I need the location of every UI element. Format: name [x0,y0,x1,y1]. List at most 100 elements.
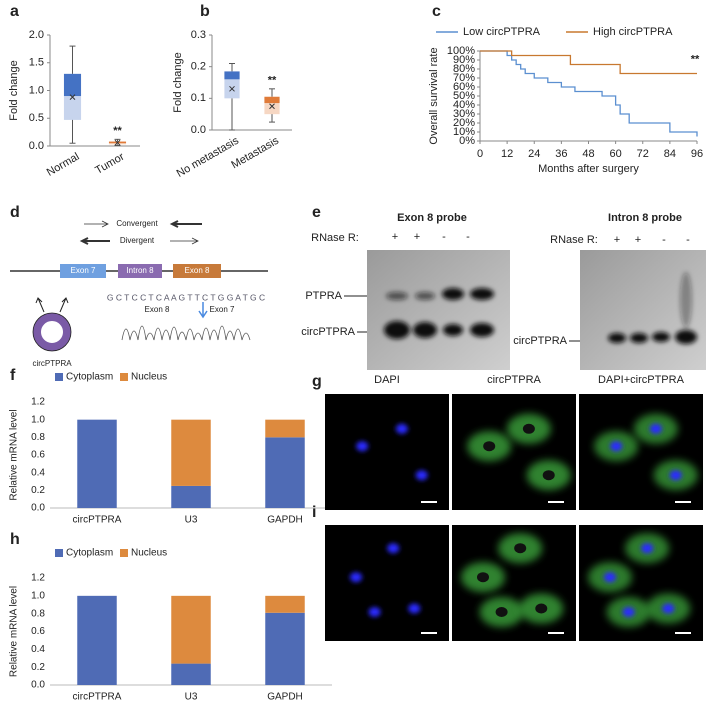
lane-sign: + [635,234,641,246]
primer-arrows [35,297,69,313]
y-tick-label: 60% [453,81,475,93]
panel-label: f [10,367,16,384]
x-tick-label: Normal [45,151,82,179]
y-tick-label: 10% [453,126,475,138]
panel-label: e [312,204,321,221]
mean-marker [114,139,121,146]
y-tick-label: 0.2 [31,485,45,496]
seq-label: Exon 8 [145,305,170,314]
x-tick-label: U3 [185,692,198,703]
primer-label: Convergent [116,219,158,228]
chromatogram [121,325,251,341]
y-axis-label: Overall survival rate [428,47,440,144]
y-tick-label: 0.5 [29,112,44,124]
y-tick-label: 0.2 [191,61,206,73]
legend-label: High circPTPRA [593,26,673,38]
nucleus [415,470,428,481]
box-lower [264,103,280,115]
blot-bands [384,272,697,344]
primer-arrows [10,220,268,272]
x-tick-label: circPTPRA [73,515,122,526]
nucleus-shadow [514,543,527,554]
junction-arrow [198,302,208,319]
x-tick-label: 0 [477,148,483,160]
x-tick-label: 72 [637,148,649,160]
y-tick-label: 0.4 [31,644,45,655]
x-tick-label: 84 [664,148,676,160]
bar-segment [171,485,211,508]
y-tick-label: 0.6 [31,450,45,461]
exon-label: Exon 7 [71,266,96,275]
y-tick-label: 50% [453,90,475,102]
legend-swatch [55,373,63,381]
channel-title: DAPI+circPTPRA [598,374,685,386]
y-tick-label: 30% [453,108,475,120]
legend-swatch [120,549,128,557]
bar-segment [171,595,211,664]
box-lower [63,96,82,120]
y-tick-label: 2.0 [29,29,44,41]
annotation: ** [113,125,122,137]
lane-sign: - [466,231,470,243]
x-axis-label: Months after surgery [538,163,639,175]
lane-sign: - [442,231,446,243]
lane-sign: + [392,231,398,243]
nucleus-shadow [542,470,555,481]
primer-label: Divergent [120,236,155,245]
panel-label: a [10,3,19,20]
y-tick-label: 1.5 [29,57,44,69]
bar-segment [265,612,305,685]
panel-label: g [312,373,322,390]
probe-title: Intron 8 probe [608,212,682,224]
exon-label: Intron 8 [126,266,154,275]
y-tick-label: 0% [459,135,475,147]
band-pointer [344,295,580,342]
x-tick-label: 48 [582,148,594,160]
nucleus-shadow [483,441,496,452]
bar-segment [265,437,305,508]
panel-label: d [10,204,20,221]
bar-segment [171,663,211,685]
band-label: circPTPRA [301,326,355,338]
exon-label: Exon 8 [185,266,210,275]
y-tick-label: 80% [453,63,475,75]
y-tick-label: 0.2 [31,662,45,673]
mean-marker [69,94,76,101]
channel-title: DAPI [374,374,400,386]
bar-segment [171,419,211,486]
annotation: ** [268,75,277,87]
probe-title: Exon 8 probe [397,212,467,224]
nucleus [395,423,408,434]
bar-segment [265,595,305,613]
y-tick-label: 0.8 [31,608,45,619]
y-tick-label: 0.8 [31,432,45,443]
y-tick-label: 0.3 [191,29,206,41]
bar-segment [77,595,117,685]
box-upper [264,96,280,104]
y-tick-label: 1.2 [31,397,45,408]
x-tick-label: circPTPRA [73,692,122,703]
legend-label: Nucleus [131,372,167,383]
nucleus-shadow [522,423,535,434]
bar-segment [265,419,305,438]
band-label: PTPRA [305,290,342,302]
lane-sign: + [414,231,420,243]
y-tick-label: 1.2 [31,573,45,584]
x-tick-label: U3 [185,515,198,526]
y-tick-label: 20% [453,117,475,129]
intron-box [118,264,162,278]
legend-label: Low circPTPRA [463,26,541,38]
micrograph [325,394,449,510]
x-tick-label: 24 [528,148,540,160]
nucleus [641,543,654,554]
panel-label: c [432,3,441,20]
nucleus [356,441,369,452]
circ-rna-outline [32,312,72,352]
legend-label: Cytoplasm [66,548,113,559]
x-tick-label: No metastasis [175,134,242,179]
nucleus-shadow [477,572,489,583]
y-tick-label: 0.0 [31,503,45,514]
treatment-label: RNase R: [550,234,598,246]
nucleus [387,543,400,554]
